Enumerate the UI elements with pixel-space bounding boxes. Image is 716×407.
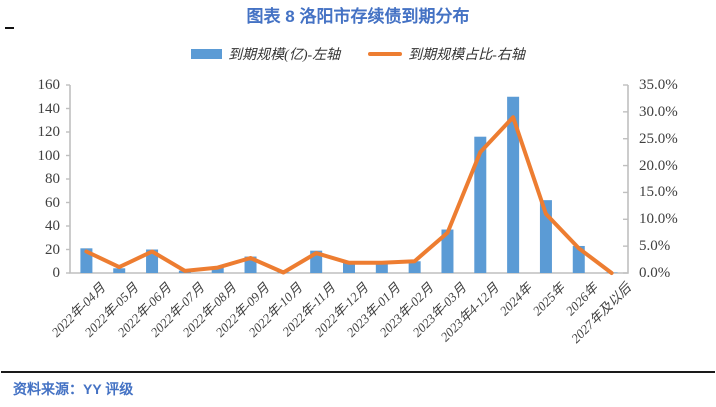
maturity-bar [474, 136, 487, 273]
chart-title: 图表 8 洛阳市存续债到期分布 [246, 7, 470, 26]
dash-mark [5, 27, 14, 29]
source-note: 资料来源：YY 评级 [13, 381, 134, 397]
legend-item-maturity-ratio: 到期规模占比-右轴 [368, 44, 525, 64]
legend-bar-swatch-icon [191, 49, 223, 59]
legend-line-swatch-icon [368, 52, 403, 56]
chart-legend: 到期规模(亿)-左轴 到期规模占比-右轴 [0, 45, 716, 63]
maturity-bar [113, 268, 126, 273]
maturity-bar [211, 267, 224, 273]
legend-line-label: 到期规模占比-右轴 [408, 48, 525, 63]
legend-item-maturity-scale: 到期规模(亿)-左轴 [191, 44, 340, 64]
maturity-bar [375, 261, 388, 273]
maturity-bar [343, 261, 355, 273]
maturity-bar [507, 96, 520, 273]
legend-bar-label: 到期规模(亿)-左轴 [228, 48, 341, 63]
maturity-bar [441, 229, 454, 273]
separator-rule [1, 371, 715, 373]
maturity-bar [408, 261, 421, 273]
ratio-line [84, 115, 614, 275]
